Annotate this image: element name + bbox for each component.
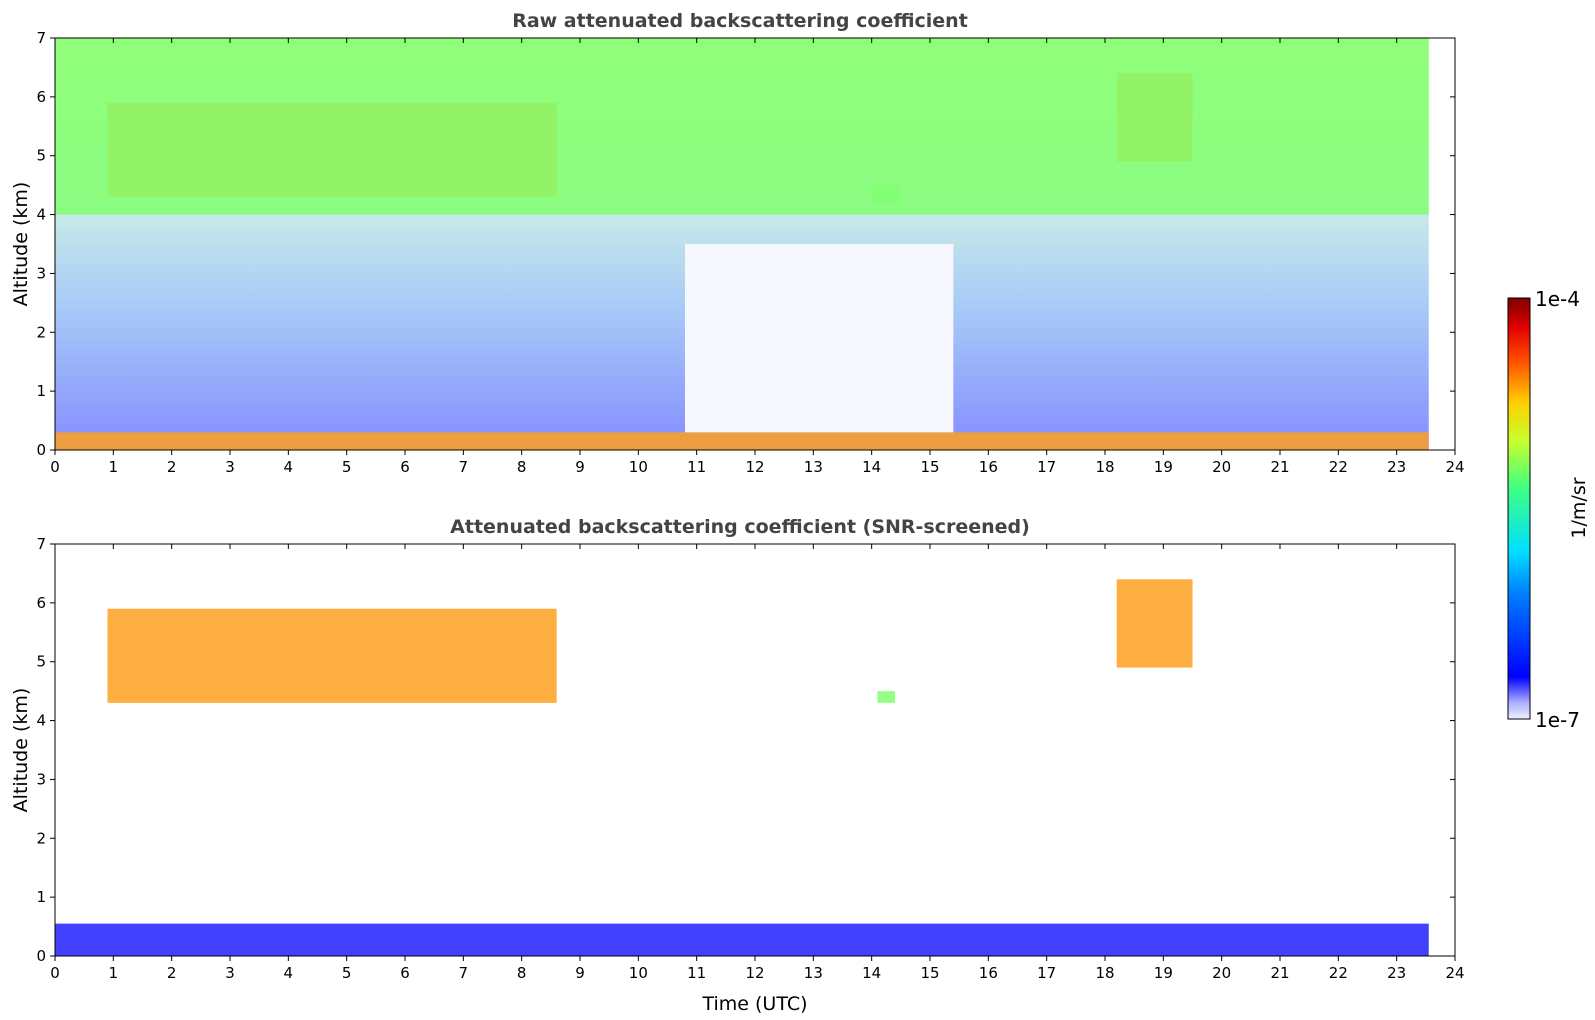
- panel-raw-title: Raw attenuated backscattering coefficien…: [512, 10, 968, 32]
- x-tick-label: 14: [862, 964, 881, 982]
- panel-screened-x-axis-label: Time (UTC): [701, 993, 807, 1015]
- x-tick-label: 24: [1445, 458, 1464, 476]
- x-tick-label: 19: [1154, 964, 1173, 982]
- x-tick-label: 10: [629, 964, 648, 982]
- panel-screened-x-ticks: 0 1 2 3 4 5 6 7 8 9 10 11 12 13 14 15 16 17 18 19 20 21 22 23 24: [50, 544, 1465, 982]
- y-tick-label: 2: [36, 829, 46, 847]
- x-tick-label: 17: [1037, 458, 1056, 476]
- x-tick-label: 3: [225, 458, 235, 476]
- x-tick-label: 18: [1095, 458, 1114, 476]
- x-tick-label: 1: [109, 458, 119, 476]
- panel-screened-frame: [54, 543, 1456, 957]
- x-tick-label: 12: [745, 964, 764, 982]
- x-tick-label: 14: [862, 458, 881, 476]
- y-tick-label: 4: [36, 712, 46, 730]
- x-tick-label: 20: [1212, 964, 1231, 982]
- x-tick-label: 1: [109, 964, 119, 982]
- x-tick-label: 6: [400, 964, 410, 982]
- y-tick-label: 3: [36, 770, 46, 788]
- heatmap-feature-0: [55, 923, 1429, 956]
- colorbar-gradient: [1507, 297, 1531, 720]
- heatmap-feature-3: [877, 691, 895, 703]
- x-tick-label: 13: [804, 458, 823, 476]
- panel-screened: Attenuated backscattering coefficient (S…: [10, 516, 1465, 1015]
- x-tick-label: 22: [1329, 458, 1348, 476]
- x-tick-label: 10: [629, 458, 648, 476]
- x-tick-label: 0: [50, 458, 60, 476]
- x-tick-label: 2: [167, 458, 177, 476]
- panel-raw-heatmap: [55, 38, 1429, 450]
- heatmap-feature-1: [107, 608, 557, 703]
- heatmap-feature-5: [685, 244, 954, 433]
- y-tick-label: 7: [36, 29, 46, 47]
- x-tick-label: 8: [517, 458, 527, 476]
- x-tick-label: 5: [342, 964, 352, 982]
- x-tick-label: 5: [342, 458, 352, 476]
- y-tick-label: 6: [36, 594, 46, 612]
- y-tick-label: 5: [36, 147, 46, 165]
- y-tick-label: 7: [36, 535, 46, 553]
- x-tick-label: 16: [979, 458, 998, 476]
- x-tick-label: 21: [1270, 964, 1289, 982]
- panel-raw: Raw attenuated backscattering coefficien…: [10, 10, 1465, 476]
- x-tick-label: 17: [1037, 964, 1056, 982]
- y-tick-label: 0: [36, 947, 46, 965]
- panel-raw-x-ticks: 0 1 2 3 4 5 6 7 8 9 10 11 12 13 14 15 16 17 18 19 20 21 22 23 24: [50, 38, 1465, 476]
- y-tick-label: 0: [36, 441, 46, 459]
- panel-screened-title: Attenuated backscattering coefficient (S…: [450, 516, 1030, 538]
- y-tick-label: 1: [36, 888, 46, 906]
- y-tick-label: 5: [36, 653, 46, 671]
- x-tick-label: 0: [50, 964, 60, 982]
- x-tick-label: 15: [920, 964, 939, 982]
- x-tick-label: 7: [459, 964, 469, 982]
- x-tick-label: 16: [979, 964, 998, 982]
- panel-screened-y-axis-label: Altitude (km): [10, 688, 32, 813]
- x-tick-label: 11: [687, 458, 706, 476]
- x-tick-label: 18: [1095, 964, 1114, 982]
- x-tick-label: 23: [1387, 964, 1406, 982]
- x-tick-label: 2: [167, 964, 177, 982]
- x-tick-label: 13: [804, 964, 823, 982]
- y-tick-label: 1: [36, 382, 46, 400]
- x-tick-label: 22: [1329, 964, 1348, 982]
- x-tick-label: 3: [225, 964, 235, 982]
- x-tick-label: 4: [284, 964, 294, 982]
- y-tick-label: 2: [36, 323, 46, 341]
- panel-screened-heatmap: [55, 579, 1429, 956]
- panel-raw-y-axis-label: Altitude (km): [10, 182, 32, 307]
- x-tick-label: 6: [400, 458, 410, 476]
- colorbar-max-label: 1e-4: [1535, 287, 1580, 311]
- x-tick-label: 12: [745, 458, 764, 476]
- colorbar-min-label: 1e-7: [1535, 708, 1580, 732]
- y-tick-label: 3: [36, 264, 46, 282]
- x-tick-label: 9: [575, 964, 585, 982]
- x-tick-label: 11: [687, 964, 706, 982]
- panel-screened-y-ticks: 0 1 2 3 4 5 6 7: [36, 535, 1455, 965]
- colorbar: 1e-4 1e-7 1/m/sr: [1507, 287, 1590, 732]
- x-tick-label: 8: [517, 964, 527, 982]
- x-tick-label: 15: [920, 458, 939, 476]
- panel-raw-y-ticks: 0 1 2 3 4 5 6 7: [36, 29, 1455, 459]
- x-tick-label: 7: [459, 458, 469, 476]
- x-tick-label: 21: [1270, 458, 1289, 476]
- y-tick-label: 6: [36, 88, 46, 106]
- heatmap-feature-2: [1116, 579, 1193, 668]
- x-tick-label: 24: [1445, 964, 1464, 982]
- colorbar-unit-label: 1/m/sr: [1568, 477, 1590, 538]
- x-tick-label: 4: [284, 458, 294, 476]
- x-tick-label: 23: [1387, 458, 1406, 476]
- heatmap-feature-0: [55, 432, 1429, 450]
- y-tick-label: 4: [36, 206, 46, 224]
- x-tick-label: 9: [575, 458, 585, 476]
- x-tick-label: 19: [1154, 458, 1173, 476]
- x-tick-label: 20: [1212, 458, 1231, 476]
- heatmap-feature-4: [55, 38, 1429, 215]
